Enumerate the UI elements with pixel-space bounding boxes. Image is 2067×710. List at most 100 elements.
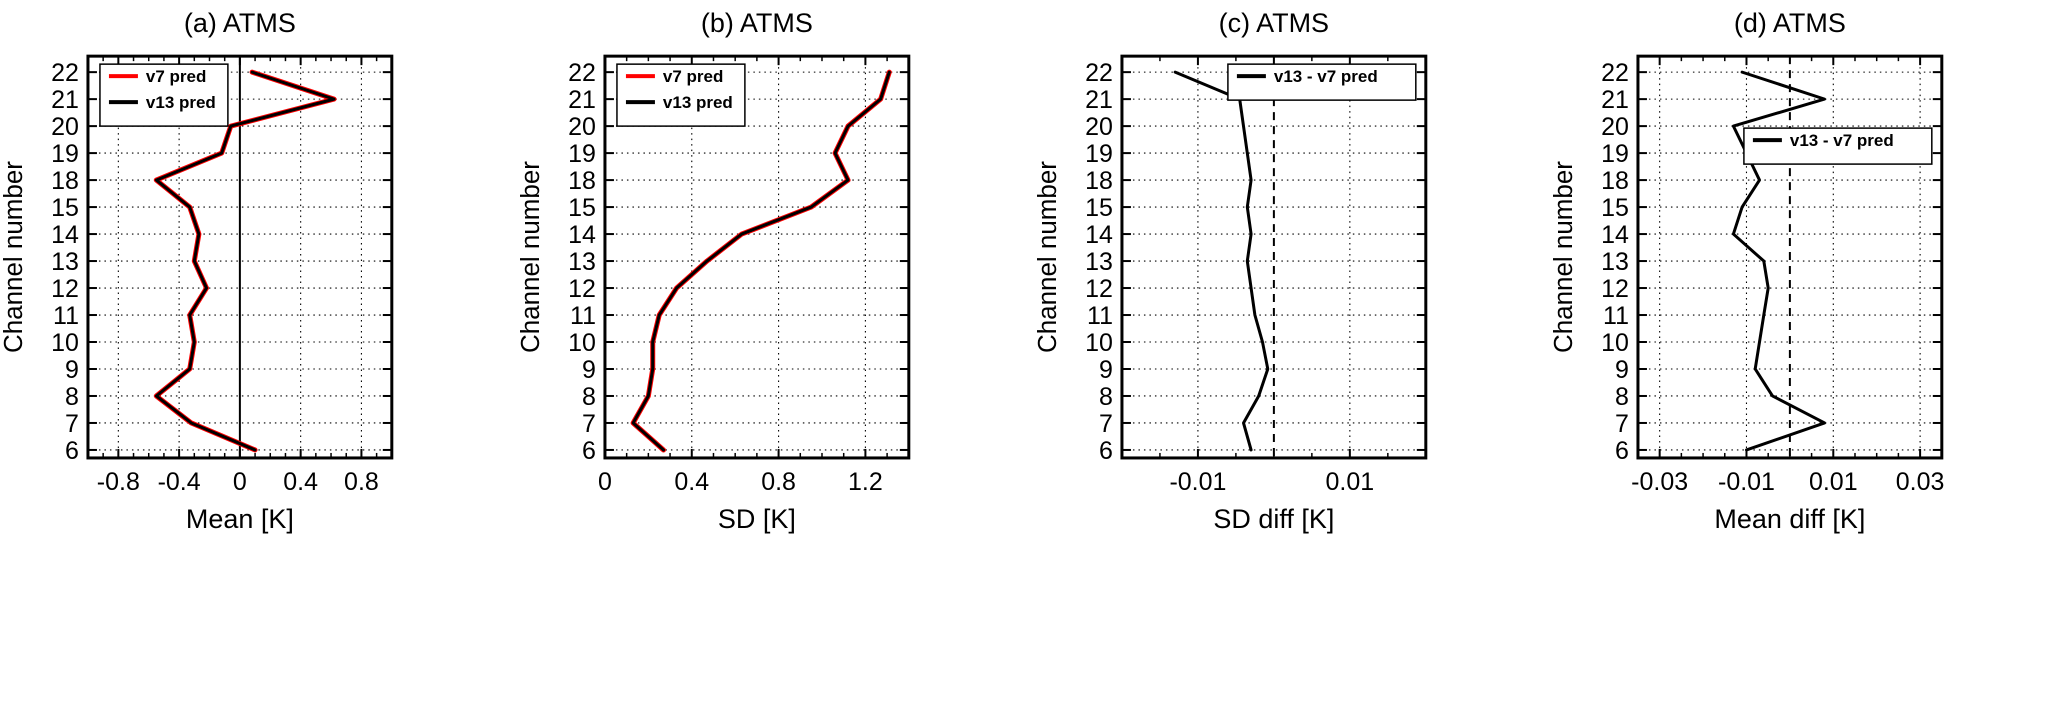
y-tick-label: 20: [51, 113, 79, 141]
legend-label: v13 - v7 pred: [1790, 131, 1894, 150]
panel-title: (d) ATMS: [1734, 8, 1846, 38]
y-tick-label: 8: [65, 383, 79, 411]
y-tick-label: 8: [582, 383, 596, 411]
y-tick-label: 19: [568, 140, 596, 168]
x-tick-label: 0.8: [344, 468, 379, 496]
x-axis-label: SD diff [K]: [1213, 504, 1334, 534]
x-tick-label: 0.4: [674, 468, 709, 496]
y-tick-label: 15: [51, 194, 79, 222]
series-line-v13-pred: [631, 70, 891, 452]
y-tick-label: 10: [1085, 329, 1113, 357]
y-tick-label: 8: [1615, 383, 1629, 411]
panel-a-mean: -0.8 -0.4 0 0.4 0.8 6 7 8 9 10 11 12 13 14 15 18 19 20 21 2…: [0, 0, 517, 710]
panel-d-mean-diff: -0.03 -0.01 0.01 0.03 6 7 8 9 10 11 12 13 14 15 18 19 20…: [1550, 0, 2067, 710]
y-axis-label: Channel number: [1034, 161, 1062, 353]
legend-label: v13 pred: [146, 93, 216, 112]
y-tick-label: 6: [1099, 437, 1113, 465]
y-tick-label: 15: [568, 194, 596, 222]
x-tick-label: -0.01: [1718, 468, 1775, 496]
y-tick-label: 21: [568, 86, 596, 114]
y-tick-label: 15: [1601, 194, 1629, 222]
x-tick-label: 0.8: [761, 468, 796, 496]
y-tick-label: 10: [568, 329, 596, 357]
x-axis-label: Mean [K]: [186, 504, 294, 534]
y-tick-label: 7: [582, 410, 596, 438]
chart-d-atms: -0.03 -0.01 0.01 0.03 6789101112131415181920…: [1550, 8, 1945, 534]
y-tick-label: 13: [51, 248, 79, 276]
y-tick-label: 6: [1615, 437, 1629, 465]
y-tick-label: 22: [568, 59, 596, 87]
y-tick-label: 22: [1085, 59, 1113, 87]
y-tick-label: 9: [1099, 356, 1113, 384]
panel-title: (c) ATMS: [1218, 8, 1328, 38]
y-tick-label: 18: [51, 167, 79, 195]
y-tick-label: 11: [53, 302, 79, 330]
legend-box: [1743, 127, 1933, 165]
y-tick-label: 12: [1601, 275, 1629, 303]
y-tick-label: 9: [1615, 356, 1629, 384]
y-tick-label: 7: [1099, 410, 1113, 438]
panel-title: (a) ATMS: [184, 8, 296, 38]
y-tick-label: 12: [51, 275, 79, 303]
y-tick-label: 8: [1099, 383, 1113, 411]
y-tick-label: 6: [582, 437, 596, 465]
y-tick-label: 7: [1615, 410, 1629, 438]
x-tick-label: -0.4: [158, 468, 201, 496]
x-tick-label: 0.01: [1809, 468, 1858, 496]
y-tick-label: 20: [1601, 113, 1629, 141]
legend-label: v7 pred: [146, 67, 206, 86]
y-tick-label: 14: [568, 221, 596, 249]
panel-c-sd-diff: -0.01 0.01 6 7 8 9 10 11 12 13 14 15 18 19 20 21 22 (c) A…: [1034, 0, 1551, 710]
series-line-v7-pred: [153, 69, 337, 453]
legend-label: v7 pred: [663, 67, 723, 86]
y-tick-label: 11: [570, 302, 596, 330]
y-tick-label: 14: [51, 221, 79, 249]
series-line-v13-v7-pred: [1732, 70, 1827, 452]
y-tick-label: 13: [1601, 248, 1629, 276]
legend-label: v13 pred: [663, 93, 733, 112]
y-tick-label: 19: [51, 140, 79, 168]
y-tick-label: 21: [51, 86, 79, 114]
y-tick-label: 12: [1085, 275, 1113, 303]
y-tick-label: 22: [51, 59, 79, 87]
x-tick-label: 0.4: [283, 468, 318, 496]
chart-a-atms: -0.8 -0.4 0 0.4 0.8 6789101112131415181920212…: [0, 8, 394, 534]
y-tick-label: 9: [65, 356, 79, 384]
y-tick-label: 11: [1603, 302, 1629, 330]
y-tick-label: 14: [1085, 221, 1113, 249]
y-tick-label: 13: [1085, 248, 1113, 276]
y-tick-label: 10: [1601, 329, 1629, 357]
y-tick-label: 11: [1087, 302, 1113, 330]
y-tick-label: 19: [1085, 140, 1113, 168]
y-tick-label: 10: [51, 329, 79, 357]
panel-title: (b) ATMS: [701, 8, 813, 38]
y-tick-label: 21: [1601, 86, 1629, 114]
y-tick-label: 9: [582, 356, 596, 384]
series-line-v13-pred: [154, 70, 336, 452]
x-tick-label: 0: [233, 468, 247, 496]
y-tick-label: 21: [1085, 86, 1113, 114]
y-axis-label: Channel number: [1550, 161, 1578, 353]
x-tick-label: -0.03: [1631, 468, 1688, 496]
y-tick-label: 15: [1085, 194, 1113, 222]
x-tick-label: 0.03: [1896, 468, 1945, 496]
y-tick-label: 18: [1085, 167, 1113, 195]
panel-b-sd: 0 0.4 0.8 1.2 6 7 8 9 10 11 12 13 14 15 18 19 20 21 22 (b) …: [517, 0, 1034, 710]
y-tick-label: 22: [1601, 59, 1629, 87]
y-tick-label: 6: [65, 437, 79, 465]
y-tick-label: 7: [65, 410, 79, 438]
legend-box: [1226, 63, 1417, 101]
y-tick-label: 20: [568, 113, 596, 141]
y-axis-label: Channel number: [0, 161, 28, 353]
x-tick-label: 1.2: [848, 468, 883, 496]
x-tick-label: -0.01: [1169, 468, 1226, 496]
x-tick-label: -0.8: [97, 468, 140, 496]
y-tick-label: 12: [568, 275, 596, 303]
x-axis-label: Mean diff [K]: [1715, 504, 1866, 534]
y-tick-label: 13: [568, 248, 596, 276]
y-axis-label: Channel number: [517, 161, 545, 353]
series-line-v13-v7-pred: [1173, 70, 1269, 452]
y-tick-label: 20: [1085, 113, 1113, 141]
